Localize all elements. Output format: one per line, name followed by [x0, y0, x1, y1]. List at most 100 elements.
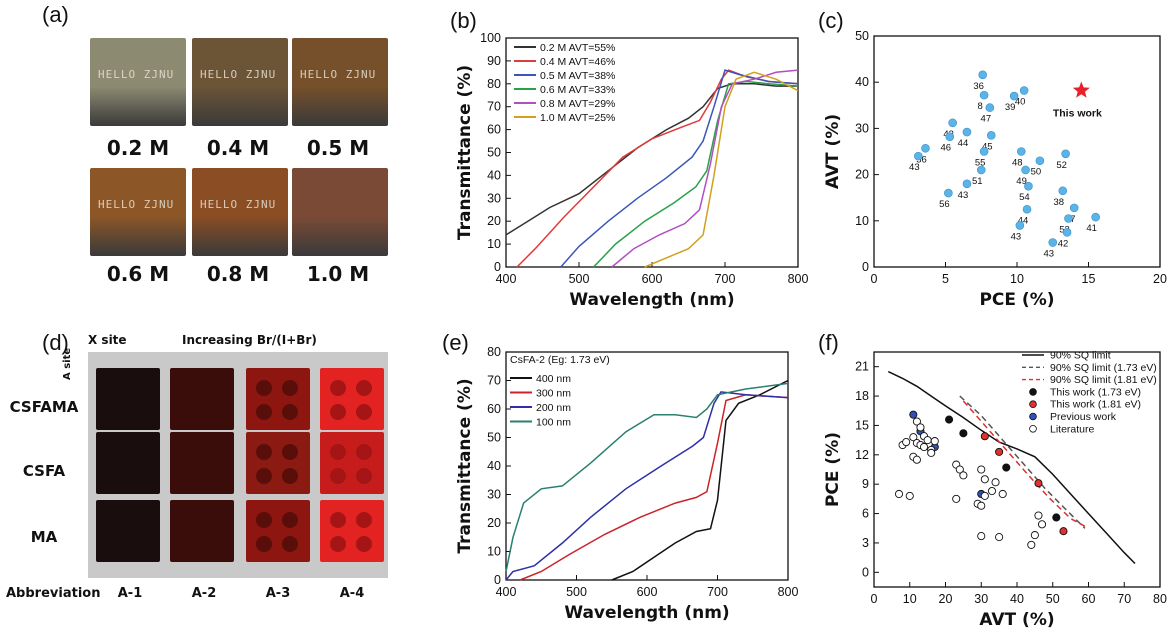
data-point-label: 54 — [1019, 192, 1030, 203]
x-tick-label: 700 — [707, 585, 728, 599]
legend-label: 0.4 M AVT=46% — [540, 56, 615, 68]
y-tick-label: 40 — [855, 75, 869, 89]
y-tick-label: 10 — [487, 237, 501, 251]
y-tick-label: 0 — [494, 260, 501, 274]
data-point — [1061, 149, 1070, 159]
data-point — [1002, 463, 1011, 472]
y-tick-label: 30 — [487, 191, 501, 205]
y-tick-label: 9 — [862, 477, 869, 491]
electrode-dot — [356, 468, 372, 484]
data-point — [914, 151, 923, 161]
y-tick-label: 100 — [480, 31, 501, 45]
concentration-label: 0.8 M — [206, 262, 270, 286]
film-cell — [170, 500, 234, 562]
electrode-dot — [256, 380, 272, 396]
data-point — [980, 491, 989, 500]
y-tick-label: 20 — [487, 214, 501, 228]
legend-label: 0.8 M AVT=29% — [540, 98, 615, 110]
electrode-dot — [282, 468, 298, 484]
panel-letter-c: (c) — [818, 8, 844, 33]
sq-limit-line — [962, 400, 1086, 527]
data-point — [921, 143, 930, 153]
data-point — [948, 118, 957, 128]
data-point — [909, 433, 918, 442]
data-point — [1091, 212, 1100, 222]
data-point — [962, 127, 972, 137]
film-cell — [96, 368, 160, 430]
data-point — [977, 532, 986, 541]
film-cell — [320, 432, 384, 494]
transmittance-b-series-line — [611, 69, 799, 268]
x-tick-label: 400 — [496, 585, 517, 599]
y-tick-label: 0 — [862, 260, 869, 274]
x-axis-title: Wavelength (nm) — [569, 290, 734, 310]
concentration-label: 0.5 M — [306, 136, 370, 160]
data-point — [945, 415, 954, 424]
x-tick-label: 30 — [974, 592, 988, 606]
data-point — [1052, 513, 1061, 522]
y-axis-title: AVT (%) — [823, 114, 843, 189]
data-point — [1016, 147, 1026, 156]
data-point — [944, 188, 953, 198]
x-tick-label: 50 — [1046, 592, 1060, 606]
film-photo-tile: HELLO ZJNU — [192, 168, 288, 256]
x-tick-label: 10 — [1010, 272, 1024, 286]
y-tick-label: 70 — [487, 374, 501, 388]
data-point-label: 39 — [1005, 102, 1016, 113]
row-label-csfa: CSFA — [22, 462, 66, 480]
data-point — [1027, 540, 1036, 549]
electrode-dot — [330, 380, 346, 396]
sq-limit-line — [959, 395, 1086, 529]
data-point-label: 43 — [1011, 231, 1022, 242]
electrode-dot — [330, 512, 346, 528]
transmittance-b-series-line — [505, 83, 798, 236]
x-tick-label: 15 — [1082, 272, 1096, 286]
y-tick-label: 30 — [487, 488, 501, 502]
data-point — [985, 103, 995, 112]
data-point — [952, 494, 961, 503]
legend-label: This work (1.81 eV) — [1050, 399, 1141, 411]
transmittance-b-series-line — [644, 71, 799, 268]
y-tick-label: 0 — [862, 565, 869, 579]
y-tick-label: 50 — [487, 146, 501, 160]
film-cell — [96, 432, 160, 494]
y-tick-label: 80 — [487, 77, 501, 91]
film-photo-tile — [292, 168, 388, 256]
data-point — [1034, 511, 1043, 520]
data-point — [1048, 238, 1058, 247]
film-photo-tile: HELLO ZJNU — [90, 38, 186, 126]
this-work-star — [1072, 81, 1090, 98]
film-cell — [246, 500, 310, 562]
data-point — [978, 70, 987, 80]
y-tick-label: 40 — [487, 168, 501, 182]
y-tick-label: 60 — [487, 402, 501, 416]
film-photo-text: HELLO ZJNU — [98, 198, 175, 211]
data-point — [995, 533, 1004, 542]
transmittance-e-series-line — [505, 391, 789, 581]
legend-label: 300 nm — [536, 388, 571, 400]
data-point — [987, 486, 997, 496]
data-point-label: 46 — [941, 143, 952, 154]
data-point-label: 40 — [1015, 97, 1026, 108]
concentration-label: 1.0 M — [306, 262, 370, 286]
x-tick-label: 20 — [939, 592, 953, 606]
film-cell — [320, 500, 384, 562]
electrode-dot — [256, 512, 272, 528]
y-tick-label: 12 — [855, 448, 869, 462]
data-point — [959, 471, 968, 480]
data-point-label: 49 — [1016, 176, 1027, 187]
panel-letter-f: (f) — [818, 330, 839, 355]
legend-label: 100 nm — [536, 417, 571, 429]
column-label-a3: A-3 — [265, 586, 291, 601]
data-point — [1030, 531, 1039, 540]
y-tick-label: 0 — [494, 573, 501, 587]
data-point — [995, 447, 1004, 456]
data-point — [1064, 214, 1073, 223]
data-point — [1037, 520, 1047, 529]
x-tick-label: 0 — [871, 592, 878, 606]
y-tick-label: 90 — [487, 54, 501, 68]
data-point — [998, 489, 1007, 499]
x-tick-label: 80 — [1153, 592, 1167, 606]
legend-label: This work (1.73 eV) — [1050, 386, 1141, 398]
